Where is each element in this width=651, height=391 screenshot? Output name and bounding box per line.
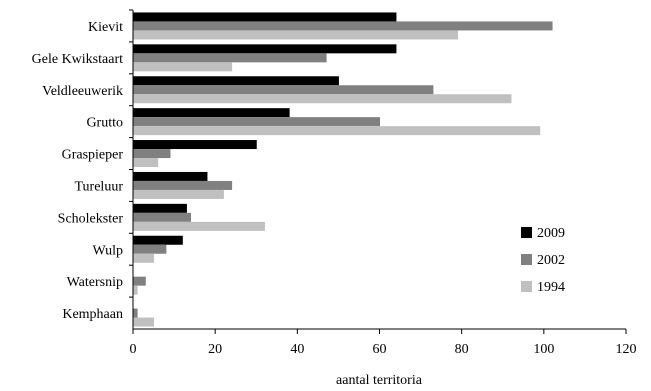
legend-label-1994: 1994 [537,280,565,295]
bar-1994-graspieper [133,158,159,168]
category-label: Graspieper [62,148,124,163]
category-labels-layer: Kievit Gele Kwikstaart Veldleeuwerik Grutto… [32,9,133,322]
category-label: Scholekster [58,211,124,226]
legend-swatch-2002 [521,254,532,265]
x-tick-label: 0 [130,342,137,357]
bar-1994-kemphaan [133,317,155,327]
bar-2002-grutto [133,117,380,127]
bar-2009-gele-kwikstaart [133,44,397,54]
bar-2009-scholekster [133,203,187,213]
category-label: Kemphaan [62,307,123,322]
bar-2002-gele-kwikstaart [133,53,327,63]
bar-2002-tureluur [133,180,233,190]
category-label: Tureluur [75,179,124,194]
x-tick-label: 80 [455,342,469,357]
category-label: Wulp [92,243,123,258]
bar-2002-graspieper [133,149,171,159]
bar-2009-wulp [133,235,183,245]
bar-1994-tureluur [133,189,224,199]
category-label: Grutto [86,116,123,131]
bar-2009-graspieper [133,140,257,150]
category-label: Watersnip [67,275,123,290]
bar-2009-kievit [133,12,397,22]
x-axis-title: aantal territoria [336,373,423,388]
x-ticks-layer: 0 20 40 60 80 100 120 [130,329,637,357]
legend-swatch-1994 [521,281,532,292]
bar-1994-scholekster [133,221,265,231]
bar-2009-veldleeuwerik [133,76,339,86]
category-label: Gele Kwikstaart [32,52,123,67]
bar-2002-kievit [133,21,553,31]
bar-2002-scholekster [133,212,192,222]
x-tick-label: 60 [373,342,387,357]
bar-2009-grutto [133,108,290,118]
bar-2002-kemphaan [133,308,138,318]
bar-1994-grutto [133,126,541,136]
bar-1994-gele-kwikstaart [133,62,233,72]
bar-2002-watersnip [133,276,146,286]
x-tick-label: 20 [208,342,222,357]
category-label: Kievit [88,20,123,35]
legend-swatch-2009 [521,227,532,238]
bar-1994-watersnip [133,285,138,295]
bar-2002-veldleeuwerik [133,85,434,95]
x-tick-label: 120 [616,342,637,357]
legend: 2009 2002 1994 [521,226,565,295]
x-tick-label: 100 [533,342,554,357]
bar-2002-wulp [133,244,167,254]
category-label: Veldleeuwerik [42,84,123,99]
x-tick-label: 40 [290,342,304,357]
legend-label-2002: 2002 [537,253,565,268]
bar-1994-veldleeuwerik [133,94,512,104]
bar-1994-kievit [133,30,459,40]
legend-label-2009: 2009 [537,226,565,241]
bars-layer [133,12,553,327]
bar-2009-tureluur [133,171,208,181]
bar-1994-wulp [133,253,155,263]
